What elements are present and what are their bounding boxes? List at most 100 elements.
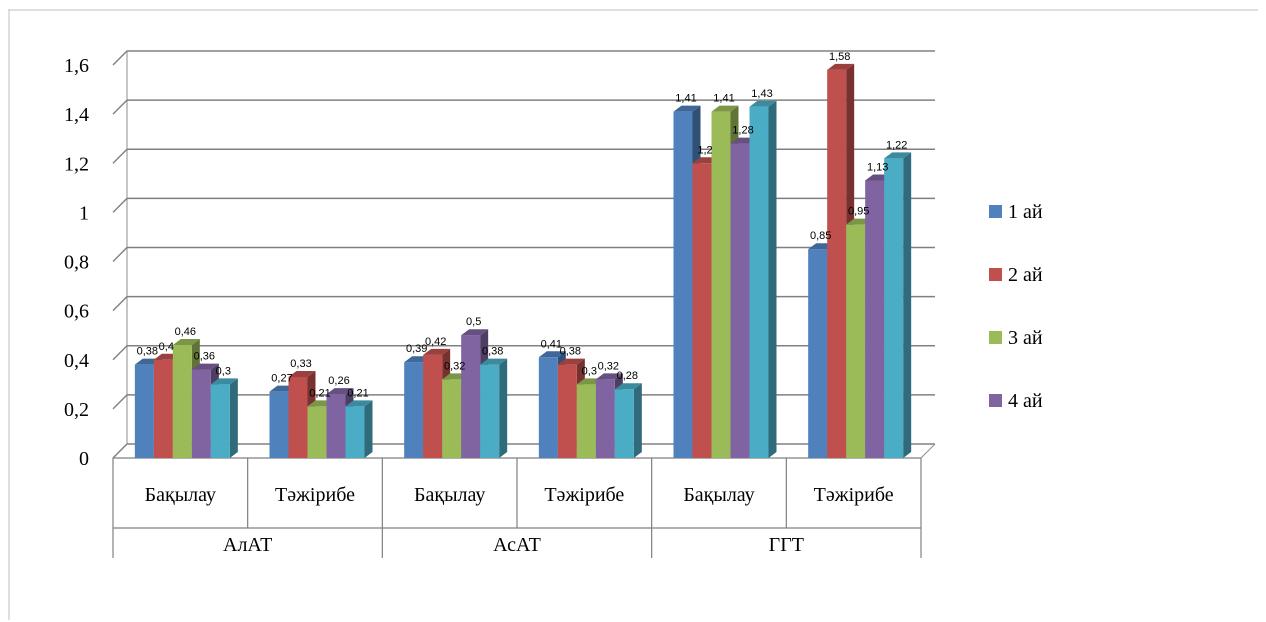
- bar: [210, 378, 238, 458]
- bar-top: [749, 100, 777, 107]
- gridline: [112, 443, 935, 459]
- x-category-label: Тәжірибе: [275, 484, 355, 506]
- bar-top: [172, 339, 200, 346]
- bar-front: [865, 180, 885, 458]
- data-label: 1,58: [829, 51, 850, 63]
- data-label: 0,21: [347, 387, 368, 399]
- bar: [749, 100, 777, 458]
- data-label: 0,3: [216, 365, 231, 377]
- gridline: [112, 50, 935, 66]
- bar-top: [461, 329, 489, 336]
- x-group-label: АлАТ: [223, 534, 272, 556]
- data-label: 1,43: [751, 88, 772, 100]
- bar-front: [461, 335, 481, 458]
- x-axis: Бақылау Тәжірибе Бақылау Тәжірибе Бақылау Тәж…: [112, 458, 922, 558]
- y-axis: 0 0,2 0,4 0,6 0,8 1 1,2 1,4 1,6: [64, 55, 89, 470]
- bar-front: [326, 394, 346, 458]
- bar-front: [576, 384, 596, 458]
- bar-front: [827, 69, 847, 458]
- bar-front: [307, 406, 327, 458]
- bar-front: [730, 143, 750, 458]
- legend: 1 ай 2 ай 3 ай 4 ай: [989, 201, 1043, 412]
- gridline: [112, 148, 935, 164]
- bar-front: [711, 111, 731, 458]
- legend-label: 4 ай: [1008, 390, 1043, 412]
- data-label: 0,3: [582, 365, 597, 377]
- bar-top: [711, 105, 739, 112]
- legend-entry: 1 ай: [989, 201, 1043, 223]
- data-label: 1,13: [867, 161, 888, 173]
- gridline: [112, 246, 935, 262]
- data-label: 0,39: [406, 343, 427, 355]
- bar-front: [749, 106, 769, 458]
- data-label: 0,28: [617, 370, 638, 382]
- x-category-label: Бақылау: [145, 484, 216, 506]
- bar-front: [538, 357, 558, 458]
- bar-front: [480, 364, 500, 458]
- gridlines: [112, 50, 936, 459]
- x-category-label: Тәжірибе: [544, 484, 624, 506]
- bar: [480, 358, 508, 458]
- bar-side: [229, 378, 238, 458]
- y-tick-label: 0: [79, 448, 89, 470]
- x-category-label: Бақылау: [414, 484, 485, 506]
- bar-top: [557, 358, 585, 365]
- bar-front: [673, 111, 693, 458]
- bar: [884, 152, 912, 458]
- y-tick-label: 1: [79, 202, 89, 224]
- legend-swatch: [989, 205, 1002, 218]
- data-label: 0,32: [444, 360, 465, 372]
- bar-front: [172, 345, 192, 458]
- bar-side: [768, 100, 777, 458]
- bar-top: [423, 348, 451, 355]
- bar-top: [326, 388, 354, 395]
- bar-front: [134, 364, 154, 458]
- y-tick-label: 1,4: [64, 104, 89, 126]
- legend-swatch: [989, 394, 1002, 407]
- bar-front: [614, 389, 634, 458]
- data-label: 0,32: [598, 360, 619, 372]
- data-label: 1,41: [675, 93, 696, 105]
- bar-front: [404, 362, 424, 458]
- legend-swatch: [989, 268, 1002, 281]
- data-label: 0,42: [425, 336, 446, 348]
- bar-front: [557, 364, 577, 458]
- bar-front: [808, 249, 828, 458]
- bar-top: [288, 370, 316, 377]
- bar-top: [827, 63, 855, 70]
- legend-swatch: [989, 331, 1002, 344]
- data-label: 0,5: [466, 316, 481, 328]
- bar-front: [269, 391, 289, 458]
- legend-label: 3 ай: [1008, 327, 1043, 349]
- data-label: 1,22: [886, 139, 907, 151]
- bar-top: [595, 373, 623, 380]
- gridline: [112, 295, 935, 312]
- legend-label: 2 ай: [1008, 264, 1043, 286]
- legend-entry: 2 ай: [989, 264, 1043, 286]
- legend-entry: 4 ай: [989, 390, 1043, 412]
- floor-corner-right: [920, 443, 936, 459]
- gridline: [112, 345, 935, 361]
- bar-top: [884, 152, 912, 159]
- legend-label: 1 ай: [1008, 201, 1043, 223]
- data-label: 1,2: [697, 144, 712, 156]
- bar-side: [364, 400, 373, 458]
- x-group-label: ГГТ: [769, 534, 804, 556]
- bar-front: [846, 224, 866, 458]
- data-label: 0,21: [309, 387, 330, 399]
- data-label: 0,38: [560, 346, 581, 358]
- bar-front: [595, 379, 615, 458]
- bar-top: [614, 383, 642, 390]
- data-label: 1,28: [732, 125, 753, 137]
- bar-side: [633, 383, 642, 458]
- data-labels: 0,38 0,40,460,360,30,270,330,210,260,210,…: [137, 51, 908, 400]
- gridline: [112, 197, 935, 213]
- bar-top: [480, 358, 508, 365]
- bar-top: [210, 378, 238, 385]
- x-category-label: Бақылау: [683, 484, 754, 506]
- bar-top: [191, 363, 219, 370]
- x-group-label: АсАТ: [493, 534, 541, 556]
- data-label: 0,38: [482, 346, 503, 358]
- bar: [345, 400, 373, 458]
